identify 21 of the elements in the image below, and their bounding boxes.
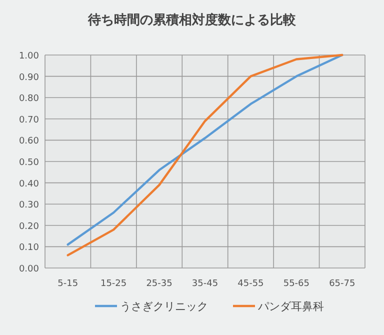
y-tick-label: 0.10 (18, 243, 40, 254)
y-tick-label: 1.00 (18, 52, 40, 62)
x-tick-label: 55-65 (283, 279, 310, 289)
x-tick-label: 65-75 (329, 279, 356, 289)
legend-label: うさぎクリニック (120, 300, 208, 313)
y-tick-label: 0.80 (18, 94, 40, 104)
y-tick-label: 0.60 (18, 136, 40, 147)
y-tick-label: 0.40 (18, 179, 40, 190)
x-tick-label: 5-15 (58, 279, 78, 289)
y-tick-label: 0.00 (18, 264, 40, 274)
y-tick-label: 0.30 (18, 200, 40, 211)
legend-label: パンダ耳鼻科 (257, 300, 324, 313)
y-tick-label: 0.50 (18, 158, 40, 168)
x-tick-label: 35-45 (192, 279, 218, 289)
y-tick-label: 0.90 (18, 72, 40, 83)
x-tick-label: 25-35 (146, 279, 172, 289)
y-tick-label: 0.20 (18, 222, 40, 232)
x-tick-label: 45-55 (238, 279, 264, 289)
chart-title: 待ち時間の累積相対度数による比較 (87, 12, 297, 28)
y-tick-label: 0.70 (18, 115, 40, 126)
x-tick-label: 15-25 (100, 279, 127, 289)
